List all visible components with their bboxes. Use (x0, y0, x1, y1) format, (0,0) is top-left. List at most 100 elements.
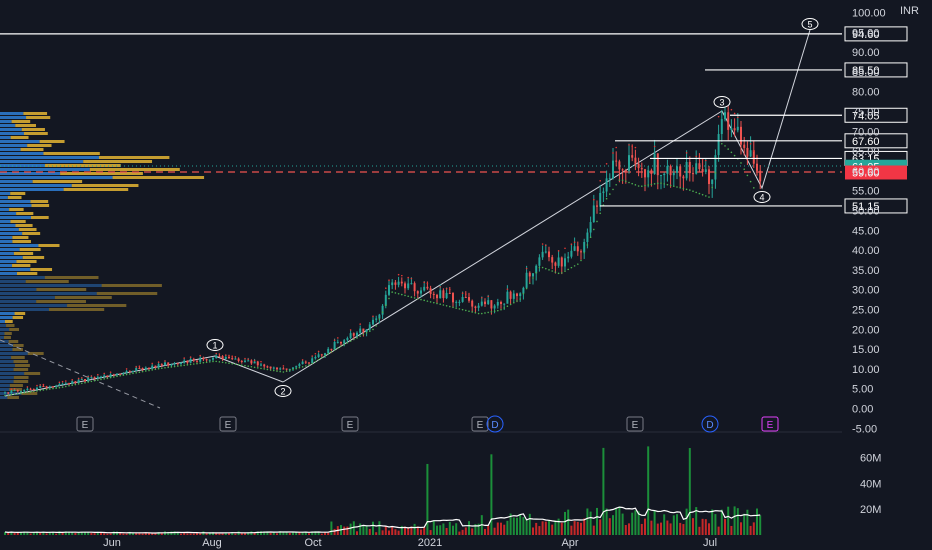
candle-body (573, 246, 576, 251)
support-dot (103, 378, 105, 380)
profile-bar-buy (0, 136, 11, 139)
support-dot (698, 192, 701, 195)
resistance-dot (247, 358, 249, 360)
volume-bar (368, 528, 371, 535)
resistance-dot (570, 243, 573, 245)
time-axis[interactable]: Jun Aug Oct 2021 Apr Jul (103, 537, 717, 549)
support-dot (90, 380, 93, 383)
profile-bar-buy (0, 120, 12, 123)
candle-body (93, 377, 96, 379)
candle-body (429, 288, 432, 294)
candle-body (455, 301, 458, 303)
candle-body (199, 357, 202, 362)
profile-bar-sell (7, 396, 19, 399)
candle-body (263, 364, 266, 367)
support-dot (516, 300, 518, 302)
support-dot (599, 212, 601, 215)
candle-body (352, 333, 355, 336)
support-dot (676, 186, 678, 188)
candle-body (10, 390, 13, 394)
volume-bar (154, 533, 157, 535)
candle-body (285, 368, 288, 370)
volume-bar (87, 532, 90, 535)
support-dot (388, 297, 390, 300)
volume-bar (132, 532, 134, 535)
profile-bar-buy (0, 304, 68, 307)
volume-bar (618, 506, 621, 535)
price-tick-label: 40.00 (852, 245, 880, 257)
support-dot (513, 301, 515, 304)
price-tick-label: 25.00 (852, 305, 880, 317)
profile-bar-buy (0, 320, 5, 323)
profile-bar-buy (0, 276, 45, 279)
support-dot (705, 195, 707, 197)
support-dot (356, 336, 358, 339)
volume-bar (55, 533, 58, 535)
candle-body (554, 262, 557, 266)
volume-bar (362, 525, 365, 535)
elliott-wave[interactable]: 1 2 3 4 5 (206, 18, 819, 397)
support-dot (314, 360, 317, 363)
volume-bar (285, 531, 288, 535)
profile-bar-sell (67, 304, 127, 307)
volume-bar (551, 524, 554, 535)
support-dot (583, 251, 585, 254)
resistance-dot (314, 352, 317, 355)
support-dot (564, 270, 566, 272)
candle-body (647, 170, 650, 178)
profile-bar-sell (15, 124, 36, 127)
volume-tick-label: 20M (860, 504, 881, 516)
profile-bar-sell (4, 320, 13, 323)
wave-label-1: 1 (212, 341, 217, 351)
support-dot (429, 301, 432, 303)
candle-body (189, 358, 192, 363)
level-tag-74.05 (844, 107, 908, 123)
profile-bar-buy (0, 396, 8, 399)
candle-body (368, 324, 371, 330)
level-label-85.50: 85.50 (852, 65, 880, 77)
candle-body (660, 175, 662, 177)
resistance-dot (506, 288, 509, 290)
support-dot (119, 374, 121, 377)
support-dot (487, 311, 490, 314)
support-dot (749, 180, 752, 183)
candle-body (52, 386, 54, 388)
candle-body (708, 169, 710, 185)
level-tag-67.60 (844, 133, 908, 149)
volume-bar (218, 533, 221, 535)
volume-bar (324, 532, 326, 535)
volume-bar (596, 507, 598, 535)
volume-bar (144, 532, 147, 535)
candle-body (164, 362, 166, 366)
volume-bar (20, 531, 22, 535)
support-dot (404, 294, 406, 297)
support-dot (145, 370, 147, 372)
profile-bar-buy (0, 172, 61, 175)
volume-bar (560, 522, 563, 535)
event-marker-label: D (491, 420, 498, 431)
candle-body (567, 256, 570, 259)
candle-body (711, 179, 714, 185)
resistance-dot (685, 152, 688, 154)
resistance-dot (183, 357, 185, 359)
volume-bar (599, 519, 602, 535)
support-dot (663, 183, 665, 185)
support-dot (257, 367, 259, 369)
resistance-dot (301, 359, 304, 361)
level-tag-51.15 (844, 198, 908, 214)
candle-body (404, 283, 406, 289)
price-axis[interactable]: 100.00 95.00 90.00 85.00 80.00 75.00 70.00 65.0… (852, 5, 919, 435)
volume-bar (740, 522, 742, 535)
earnings-marker (76, 416, 94, 432)
support-dot (279, 370, 282, 373)
candle-body (516, 293, 518, 297)
support-dot (538, 266, 541, 269)
support-dot (740, 162, 742, 164)
volume-bar (660, 522, 662, 535)
volume-bar (320, 533, 323, 535)
support-dot (74, 383, 77, 386)
candle-body (180, 362, 182, 364)
